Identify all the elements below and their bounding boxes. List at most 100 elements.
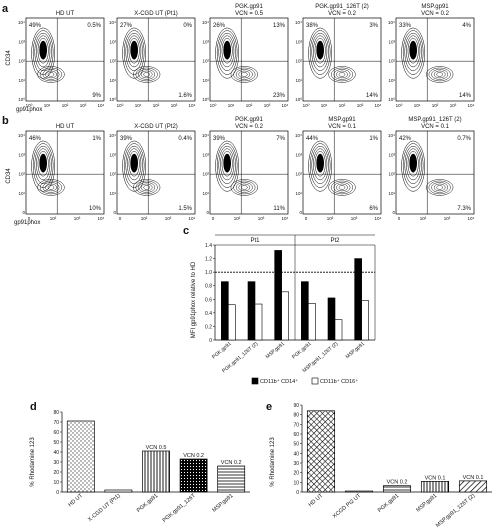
y-tick-label: 0 [56, 490, 59, 496]
flow-plot-title: MSP.gp91 [328, 117, 356, 123]
contour-ring [308, 140, 333, 192]
x-tick-label: 10⁴ [189, 103, 196, 108]
contour-ring [143, 72, 150, 77]
x-tick-label: 10³ [444, 216, 451, 221]
quadrant-ur-percent: 0.4% [178, 136, 192, 142]
flow-plot-title: PGK.gp91 [235, 117, 263, 123]
y-tick-label: 10¹ [295, 191, 302, 196]
y-tick-label: 10¹ [202, 191, 209, 196]
contour-ring [47, 72, 55, 77]
y-tick-label: 10² [388, 59, 395, 64]
bar-cd14 [247, 281, 256, 341]
bar-cd16 [228, 304, 236, 341]
contour-ring [37, 151, 49, 177]
x-tick-label: 10³ [357, 103, 364, 108]
contour-ring [128, 38, 140, 64]
y-tick-label: 70 [53, 420, 59, 426]
contour-ring [316, 40, 325, 60]
y-tick-label: 0 [206, 210, 209, 215]
quadrant-ul-percent: 39% [213, 136, 226, 142]
legend-label: CD11b⁺ CD16⁺ [320, 378, 358, 385]
y-tick-label: 0.6 [205, 297, 212, 303]
y-tick-label: 10³ [202, 39, 209, 44]
x-tick-label: 10⁰ [303, 103, 310, 108]
contour-ring [316, 153, 325, 173]
contour-ring [123, 143, 145, 188]
contour-ring [235, 182, 253, 193]
contour-ring [122, 140, 147, 192]
contour-ring [338, 72, 346, 77]
contour-ring [32, 143, 54, 188]
y-tick-label: 10³ [109, 152, 116, 157]
contour-ring [407, 151, 419, 177]
contour-ring [138, 69, 156, 80]
quadrant-ur-percent: 7% [276, 136, 285, 142]
y-tick-label: 0.4 [205, 311, 212, 317]
flow-plot-frame [209, 17, 289, 102]
contour-ring [314, 151, 326, 177]
quadrant-lr-percent: 23% [273, 93, 286, 99]
x-category-label: MSP.gp91 [211, 493, 234, 514]
x-tick-label: 10³ [450, 103, 457, 108]
flow-plot-vcn: VCN = 0.1 [421, 124, 450, 130]
contour-ring [311, 145, 329, 184]
contour-ring [42, 182, 60, 193]
contour-ring [406, 35, 421, 68]
x-tick-label: 10³ [165, 216, 172, 221]
contour-ring [333, 69, 351, 80]
y-tick-label: 10³ [388, 152, 395, 157]
contour-ring [433, 183, 446, 192]
y-tick-label: 30 [53, 460, 59, 466]
bar [104, 489, 133, 493]
x-tick-label: 10² [432, 103, 439, 108]
flow-plot-vcn: VCN = 0.2 [235, 124, 264, 130]
contour-ring [404, 32, 422, 71]
contour-ring [125, 32, 143, 71]
vcn-annotation: VCN 0.1 [425, 475, 446, 481]
y-tick-label: 10⁴ [202, 133, 209, 138]
y-tick-label: 10³ [295, 152, 302, 157]
flow-plot-title: X-CGD UT (Pt2) [134, 124, 178, 130]
x-category-label: PGK.gp91 [136, 493, 159, 514]
x-category-label: PGK.gp91 [211, 341, 233, 361]
quadrant-ur-percent: 4% [462, 23, 471, 29]
x-tick-label: 10³ [171, 103, 178, 108]
flow-plot-vcn: VCN = 0.2 [328, 11, 357, 17]
x-tick-label: 10⁴ [468, 216, 475, 221]
contour-ring [230, 66, 258, 83]
quadrant-ul-percent: 39% [120, 136, 133, 142]
y-tick-label: 50 [53, 440, 59, 446]
x-tick-label: 10³ [80, 103, 87, 108]
y-tick-label: 10² [109, 172, 116, 177]
x-tick-label: 10³ [74, 216, 81, 221]
legend-label: CD11b⁺ CD14⁺ [260, 378, 298, 385]
contour-ring [130, 153, 139, 173]
flow-plot-title: HD UT [56, 124, 75, 130]
y-tick-label: 10¹ [388, 191, 395, 196]
vcn-annotation: VCN 0.2 [183, 453, 204, 459]
contour-ring [216, 30, 238, 75]
contour-ring [404, 145, 422, 184]
flow-plot-vcn: VCN = 0.2 [421, 11, 450, 17]
x-category-label: MSP.gp91 [265, 341, 286, 360]
x-tick-label: 10⁴ [375, 103, 382, 108]
bar [306, 410, 336, 493]
quadrant-lr-percent: 6% [369, 206, 378, 212]
vcn-annotation: VCN 0.2 [221, 460, 242, 466]
bar [179, 458, 208, 493]
x-category-label: MSP.gp91_126T (2) [435, 493, 476, 529]
contour-ring [45, 183, 57, 192]
x-tick-label: 10² [246, 103, 253, 108]
quadrant-ul-percent: 44% [306, 136, 319, 142]
y-tick-label: 10¹ [109, 191, 116, 196]
x-tick-label: 10² [141, 216, 148, 221]
x-category-label: MSP.gp91 [345, 341, 366, 360]
y-tick-label: 10⁰ [202, 97, 209, 102]
contour-ring [216, 143, 238, 188]
x-tick-label: 0 [398, 216, 401, 221]
flow-plot-frame [116, 17, 196, 102]
contour-ring [37, 38, 49, 64]
contour-ring [127, 148, 142, 181]
